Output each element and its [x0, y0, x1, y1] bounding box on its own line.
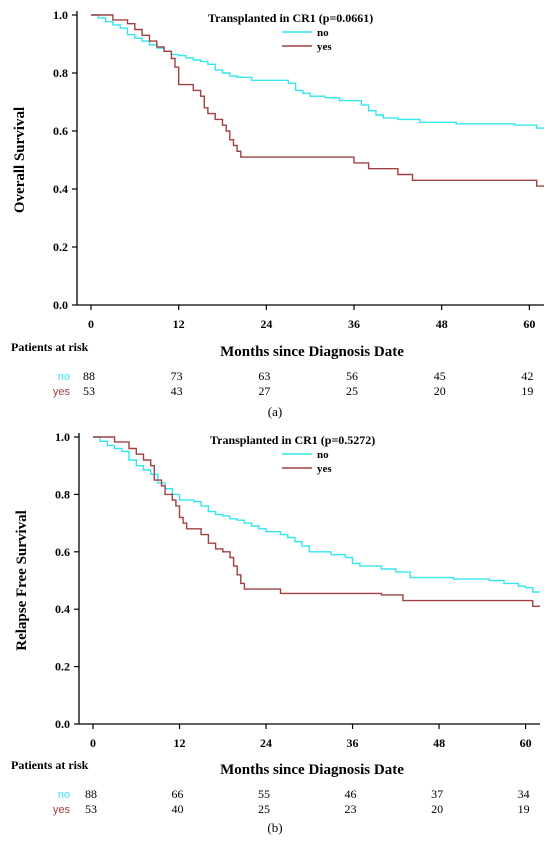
risk-value: 23 [345, 802, 357, 816]
risk-row-label-no: no [58, 789, 70, 801]
risk-value: 25 [258, 802, 270, 816]
panel-label: (b) [267, 820, 282, 835]
legend-title: Transplanted in CR1 (p=0.5272) [210, 433, 375, 447]
risk-value: 45 [434, 369, 446, 383]
legend-title: Transplanted in CR1 (p=0.0661) [208, 11, 373, 25]
x-tick-label: 36 [347, 736, 359, 750]
y-tick-label: 0.8 [55, 487, 70, 501]
risk-value: 55 [258, 787, 270, 801]
risk-value: 43 [171, 384, 183, 398]
risk-row-label-yes: yes [53, 804, 71, 816]
y-tick-label: 1.0 [55, 430, 70, 444]
series-line-no [91, 14, 544, 129]
risk-value: 88 [83, 369, 95, 383]
chart-panel-2: 0.0 0.2 0.4 0.6 0.8 1.0 0 12 24 36 48 60 Relapse Fre… [11, 430, 540, 835]
x-tick-label: 60 [523, 317, 535, 331]
x-tick-label: 48 [433, 736, 445, 750]
risk-row-label-no: no [58, 371, 70, 383]
risk-table-title: Patients at risk [11, 340, 89, 354]
x-tick-label: 60 [520, 736, 532, 750]
risk-row-label-yes: yes [53, 386, 71, 398]
risk-value: 63 [258, 369, 270, 383]
x-tick-label: 0 [90, 736, 96, 750]
y-tick-label: 0.8 [53, 66, 68, 80]
x-tick-label: 36 [348, 317, 360, 331]
x-axis-label: Months since Diagnosis Date [220, 344, 404, 360]
panel-label: (a) [268, 404, 282, 419]
x-tick-label: 48 [436, 317, 448, 331]
y-tick-label: 0.4 [53, 182, 68, 196]
x-axis-label: Months since Diagnosis Date [220, 762, 404, 778]
risk-value: 25 [346, 384, 358, 398]
x-tick-label: 24 [260, 736, 272, 750]
risk-value: 46 [345, 787, 357, 801]
risk-value: 53 [85, 802, 97, 816]
y-tick-label: 0.4 [55, 602, 70, 616]
series-line-yes [93, 436, 540, 607]
series-line-no [93, 436, 540, 593]
chart-panel-1: 0.0 0.2 0.4 0.6 0.8 1.0 0 12 24 36 48 60 Overall Sur… [11, 8, 544, 419]
x-tick-label: 0 [88, 317, 94, 331]
y-tick-label: 0.6 [55, 545, 70, 559]
risk-value: 53 [83, 384, 95, 398]
risk-value: 19 [521, 384, 533, 398]
x-tick-label: 24 [260, 317, 272, 331]
y-tick-label: 0.0 [55, 717, 70, 731]
risk-value: 42 [521, 369, 533, 383]
x-tick-label: 12 [173, 317, 185, 331]
risk-value: 27 [258, 384, 270, 398]
risk-value: 56 [346, 369, 358, 383]
risk-value: 40 [172, 802, 184, 816]
y-tick-label: 0.6 [53, 124, 68, 138]
risk-value: 37 [431, 787, 443, 801]
y-axis-label: Relapse Free Survival [14, 510, 30, 651]
legend-label-yes: yes [317, 463, 332, 475]
risk-value: 20 [434, 384, 446, 398]
risk-value: 20 [431, 802, 443, 816]
legend-label-yes: yes [317, 41, 332, 53]
risk-value: 19 [518, 802, 530, 816]
risk-value: 34 [518, 787, 530, 801]
risk-value: 73 [171, 369, 183, 383]
series-line-yes [91, 14, 544, 187]
y-tick-label: 1.0 [53, 8, 68, 22]
risk-value: 66 [172, 787, 184, 801]
legend-label-no: no [317, 449, 329, 461]
y-tick-label: 0.2 [53, 240, 68, 254]
y-axis-label: Overall Survival [12, 107, 28, 213]
risk-value: 88 [85, 787, 97, 801]
y-tick-label: 0.2 [55, 660, 70, 674]
risk-table-title: Patients at risk [11, 758, 89, 772]
y-tick-label: 0.0 [53, 298, 68, 312]
legend-label-no: no [317, 27, 329, 39]
x-tick-label: 12 [174, 736, 186, 750]
